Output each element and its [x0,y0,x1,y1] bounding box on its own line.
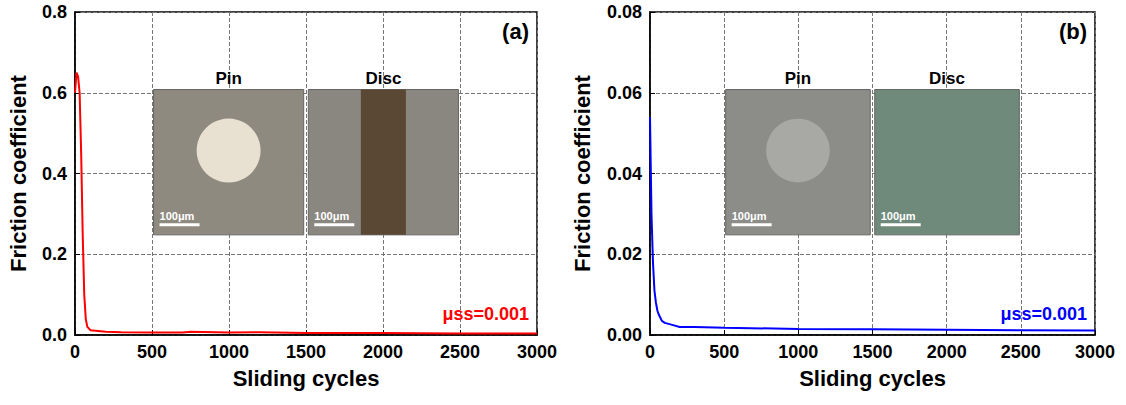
svg-text:(a): (a) [502,19,529,44]
svg-text:100μm: 100μm [160,210,195,222]
svg-text:Friction coefficient: Friction coefficient [6,74,31,271]
svg-text:3000: 3000 [1075,342,1115,362]
svg-text:0: 0 [70,342,80,362]
svg-text:0.02: 0.02 [607,244,642,264]
svg-text:μss=0.001: μss=0.001 [442,304,529,324]
svg-text:Disc: Disc [365,69,401,88]
svg-text:0.08: 0.08 [607,2,642,22]
svg-text:1500: 1500 [852,342,892,362]
svg-text:Pin: Pin [785,69,811,88]
svg-text:0.4: 0.4 [42,164,67,184]
svg-text:0.00: 0.00 [607,325,642,345]
svg-text:2500: 2500 [1001,342,1041,362]
svg-text:500: 500 [709,342,739,362]
svg-text:500: 500 [137,342,167,362]
svg-text:1000: 1000 [209,342,249,362]
svg-text:Disc: Disc [929,69,965,88]
svg-text:2000: 2000 [927,342,967,362]
svg-text:0.8: 0.8 [42,2,67,22]
svg-text:Sliding cycles: Sliding cycles [799,366,946,391]
svg-text:2500: 2500 [440,342,480,362]
svg-text:100μm: 100μm [732,210,767,222]
svg-text:1000: 1000 [778,342,818,362]
svg-text:100μm: 100μm [314,210,349,222]
svg-text:0.6: 0.6 [42,83,67,103]
svg-text:(b): (b) [1059,19,1087,44]
svg-text:2000: 2000 [363,342,403,362]
svg-text:0: 0 [645,342,655,362]
svg-text:0.06: 0.06 [607,83,642,103]
svg-text:0.2: 0.2 [42,244,67,264]
svg-text:1500: 1500 [286,342,326,362]
svg-text:μss=0.001: μss=0.001 [1000,304,1087,324]
svg-text:3000: 3000 [517,342,557,362]
svg-text:100μm: 100μm [881,210,916,222]
svg-text:Pin: Pin [215,69,241,88]
svg-text:Sliding cycles: Sliding cycles [233,366,380,391]
svg-text:0.0: 0.0 [42,325,67,345]
svg-text:Friction coefficient: Friction coefficient [570,74,595,271]
svg-text:0.04: 0.04 [607,164,642,184]
